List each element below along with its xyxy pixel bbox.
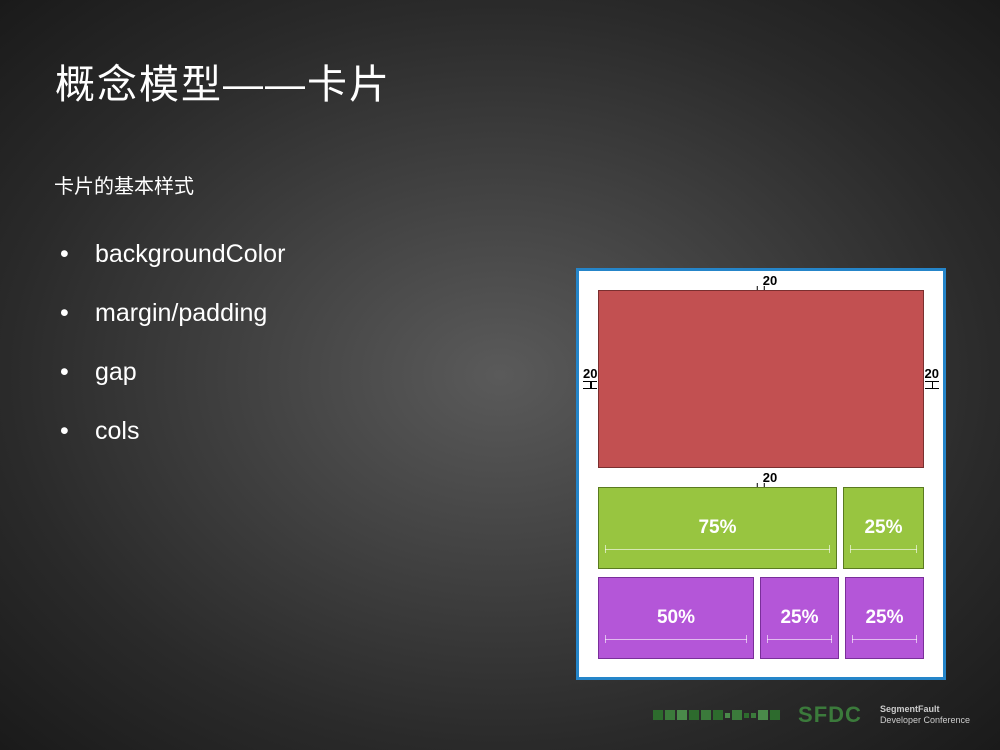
list-item: gap [60,358,285,387]
tagline-line2: Developer Conference [880,715,970,726]
dimension-label: 20 [583,366,597,381]
tagline-line1: SegmentFault [880,704,970,715]
list-item: backgroundColor [60,240,285,269]
card-row-full [598,290,924,468]
card-row-split-3: 50% 25% 25% [598,577,924,659]
percent-label: 25% [865,607,903,629]
card-layout-diagram: 20 20 20 20 75% 25% [576,268,946,680]
sfdc-logo: SFDC [798,702,862,728]
width-indicator-icon [852,639,917,640]
card-cell-25: 25% [760,577,839,659]
width-indicator-icon [850,549,917,550]
percent-label: 50% [657,607,695,629]
width-indicator-icon [767,639,832,640]
dimension-label: 20 [925,366,939,381]
dimension-line-icon [925,381,939,389]
card-row-split-2: 75% 25% [598,487,924,569]
footer-tagline: SegmentFault Developer Conference [880,704,970,726]
dimension-line-icon [583,381,597,389]
card-cell-50: 50% [598,577,754,659]
percent-label: 25% [780,607,818,629]
width-indicator-icon [605,639,747,640]
decorative-squares-icon [653,710,780,720]
width-indicator-icon [605,549,830,550]
percent-label: 75% [698,517,736,539]
property-list: backgroundColor margin/padding gap cols [60,240,285,476]
slide-subtitle: 卡片的基本样式 [54,170,194,199]
footer: SFDC SegmentFault Developer Conference [653,702,970,728]
dimension-left: 20 [583,366,597,389]
slide-title: 概念模型——卡片 [55,52,391,110]
card-cell-25: 25% [843,487,924,569]
dimension-right: 20 [925,366,939,389]
card-cell-25: 25% [845,577,924,659]
list-item: margin/padding [60,299,285,328]
card-cell-75: 75% [598,487,837,569]
list-item: cols [60,417,285,446]
percent-label: 25% [864,517,902,539]
